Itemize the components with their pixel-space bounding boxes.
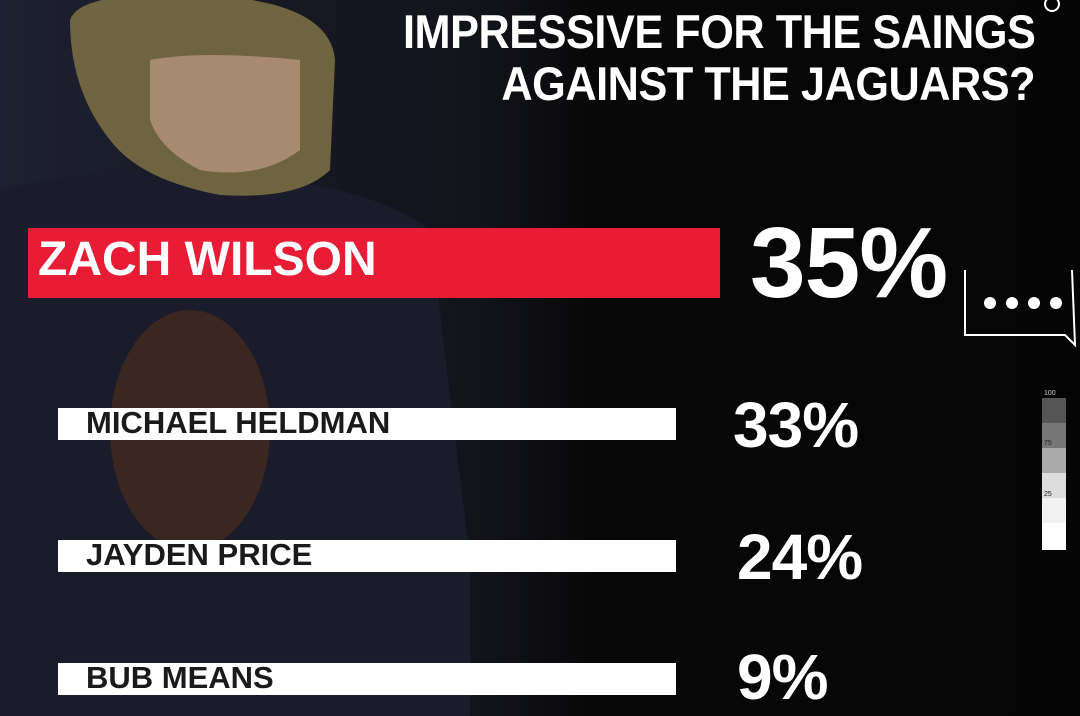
- dot: [1006, 297, 1018, 309]
- speech-bubble: [964, 269, 1077, 348]
- option-name: JAYDEN PRICE: [86, 537, 313, 572]
- scale-segment: [1042, 423, 1066, 448]
- title-line: AGAINST THE JAGUARS?: [501, 57, 1035, 110]
- option-name: ZACH WILSON: [38, 233, 377, 286]
- option-percent: 33%: [733, 389, 859, 461]
- option-name: MICHAEL HELDMAN: [86, 405, 391, 440]
- dot: [1028, 297, 1040, 309]
- dots: [984, 297, 1062, 309]
- face: [150, 55, 300, 173]
- dot: [1050, 297, 1062, 309]
- scale-segment: [1042, 398, 1066, 423]
- scale-segment: [1042, 473, 1066, 498]
- scale-label: 100: [1044, 390, 1056, 397]
- highlight-bar: [28, 228, 720, 298]
- option-bar: [58, 663, 676, 695]
- scale-label: 75: [1044, 440, 1052, 447]
- scale-meter: [1042, 398, 1066, 550]
- option-bar: [58, 408, 676, 440]
- scale-segment: [1042, 448, 1066, 473]
- corner-mark: [1044, 0, 1060, 12]
- scale-label: 25: [1044, 491, 1052, 498]
- dot: [984, 297, 996, 309]
- scale-segment: [1042, 498, 1066, 523]
- option-bar: [58, 540, 676, 572]
- option-percent: 9%: [737, 641, 828, 713]
- option-name: BUB MEANS: [86, 660, 274, 695]
- title-line: IMPRESSIVE FOR THE SAINGS: [402, 5, 1036, 58]
- scale-segment: [1042, 523, 1066, 550]
- option-percent: 24%: [737, 521, 863, 593]
- option-percent: 35%: [750, 207, 948, 319]
